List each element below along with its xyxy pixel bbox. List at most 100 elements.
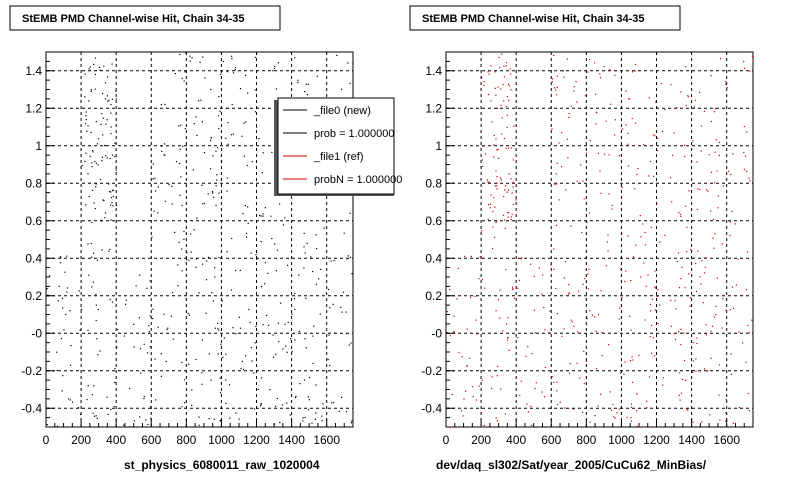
left-hit-point <box>129 387 131 390</box>
left-hit-point <box>69 310 71 312</box>
right-hit-point <box>491 376 493 378</box>
left-hit-point <box>116 220 118 222</box>
left-hit-point <box>185 52 187 54</box>
left-hit-point <box>163 143 166 145</box>
right-hit-point <box>544 329 546 331</box>
right-plot-frame <box>445 51 754 428</box>
right-hit-point <box>636 174 638 176</box>
left-hit-point <box>108 99 110 101</box>
right-hit-point <box>675 308 677 310</box>
right-hit-point <box>721 327 723 329</box>
right-hit-point <box>553 248 555 250</box>
right-hit-point <box>508 85 510 87</box>
left-hit-point <box>302 417 304 419</box>
right-hit-point <box>584 95 587 97</box>
left-hit-point <box>92 412 94 414</box>
left-hit-point <box>306 242 308 244</box>
right-hit-point <box>679 372 681 374</box>
right-hit-point <box>558 199 560 201</box>
right-hit-point <box>678 331 680 333</box>
right-hit-point <box>625 124 627 126</box>
left-hit-point <box>275 353 277 355</box>
right-y-tick-label: 1.4 <box>425 64 442 78</box>
left-hit-point <box>153 210 155 212</box>
right-hit-point <box>533 275 535 277</box>
left-hit-point <box>295 395 297 398</box>
left-hit-point <box>148 331 151 333</box>
left-y-tick-label: 0.8 <box>25 176 42 190</box>
right-hit-point <box>601 355 603 357</box>
left-hit-point <box>110 219 112 221</box>
left-hit-point <box>307 396 309 398</box>
right-hit-point <box>604 153 606 155</box>
right-hit-point <box>506 96 508 98</box>
right-hit-point <box>561 335 563 337</box>
right-hit-point <box>636 410 638 412</box>
right-hit-point <box>450 426 452 428</box>
left-hit-point <box>276 249 278 251</box>
left-hit-point <box>214 267 216 269</box>
right-hit-point <box>687 95 689 97</box>
right-hit-point <box>650 352 653 354</box>
right-hit-point <box>595 330 597 332</box>
right-hit-point <box>515 199 517 201</box>
right-hit-point <box>490 65 492 67</box>
legend-box <box>277 97 395 195</box>
right-hit-point <box>711 325 714 327</box>
right-hit-point <box>525 355 527 357</box>
right-hit-point <box>683 332 685 334</box>
right-hit-point <box>614 417 616 419</box>
right-hit-point <box>644 244 647 246</box>
left-hit-point <box>160 353 162 355</box>
right-hit-point <box>654 270 656 272</box>
left-hit-point <box>333 332 336 334</box>
left-hit-point <box>203 202 206 204</box>
right-hit-point <box>684 144 686 146</box>
left-hit-point <box>102 117 104 119</box>
right-hit-point <box>576 101 578 103</box>
left-hit-point <box>281 404 283 406</box>
left-hit-point <box>255 254 257 256</box>
right-hit-point <box>659 304 661 306</box>
left-hit-point <box>259 405 262 407</box>
right-hit-point <box>660 82 663 85</box>
left-hit-point <box>249 321 251 323</box>
right-hit-point <box>558 142 560 144</box>
right-hit-point <box>484 287 486 289</box>
left-hit-point <box>99 178 102 181</box>
left-hit-point <box>254 342 256 344</box>
right-hit-point <box>746 131 748 133</box>
left-hit-point <box>350 422 352 424</box>
right-hit-point <box>511 213 513 216</box>
right-hit-point <box>520 380 522 382</box>
right-hit-point <box>729 309 731 311</box>
right-hit-point <box>680 278 682 280</box>
right-hit-point <box>627 132 629 134</box>
right-hit-point <box>486 179 489 181</box>
left-hit-point <box>289 414 291 416</box>
left-hit-point <box>208 418 210 420</box>
right-hit-point <box>494 206 496 208</box>
left-hit-point <box>291 351 293 353</box>
right-hit-point <box>585 152 588 154</box>
right-ticks: 0 200 400 600 800 1000 1200 1400 1600 -0.4 -0.2 -0 0… <box>421 51 745 447</box>
right-hit-point <box>722 298 724 300</box>
right-hit-point <box>723 294 725 297</box>
right-hit-point <box>595 93 597 95</box>
right-hit-point <box>516 83 518 85</box>
right-hit-point <box>676 107 678 109</box>
left-hit-point <box>245 121 247 123</box>
left-hit-point <box>179 148 181 150</box>
left-hit-point <box>106 76 108 78</box>
right-hit-point <box>646 407 648 409</box>
right-hit-point <box>481 379 483 381</box>
left-hit-point <box>183 80 185 82</box>
right-hit-point <box>580 164 582 166</box>
right-hit-point <box>556 75 559 77</box>
right-hit-point <box>628 98 630 100</box>
right-hit-point <box>673 333 675 335</box>
right-hit-point <box>743 60 745 63</box>
left-hit-point <box>90 89 92 91</box>
left-hit-point <box>260 402 262 405</box>
left-hit-point <box>58 285 60 287</box>
